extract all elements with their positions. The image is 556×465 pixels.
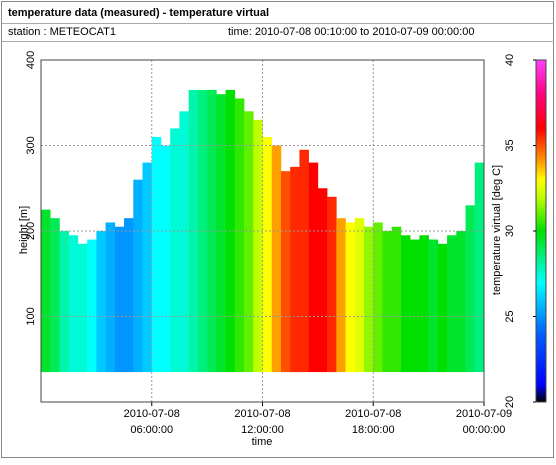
cell-column bbox=[244, 111, 254, 373]
colorbar-label: temperature virtual [deg C] bbox=[491, 165, 503, 295]
cell-column bbox=[290, 166, 300, 373]
cell-column bbox=[151, 136, 162, 373]
y-tick-label: 100 bbox=[25, 307, 37, 325]
cell-column bbox=[96, 231, 106, 373]
cell-column bbox=[50, 218, 60, 373]
cell-column bbox=[124, 218, 134, 373]
colorbar bbox=[535, 59, 547, 403]
x-tick-label: 2010-07-08 12:00:00 bbox=[234, 408, 290, 436]
cell-column bbox=[142, 162, 153, 373]
x-tick-label: 2010-07-09 00:00:00 bbox=[456, 408, 512, 436]
cell-column bbox=[280, 171, 291, 373]
cell-column bbox=[68, 235, 79, 373]
cell-column bbox=[410, 239, 420, 373]
colorbar-tick-label: 40 bbox=[504, 54, 516, 66]
cell-column bbox=[391, 226, 402, 373]
cell-column bbox=[354, 218, 365, 373]
cell-column bbox=[253, 119, 263, 373]
cell-column bbox=[419, 235, 429, 373]
cell-column bbox=[114, 226, 125, 373]
y-tick-label: 200 bbox=[25, 222, 37, 240]
y-tick-label: 300 bbox=[25, 136, 37, 154]
cell-column bbox=[373, 222, 383, 373]
cell-column bbox=[299, 149, 309, 373]
colorbar-tick-label: 20 bbox=[504, 396, 516, 408]
cell-column bbox=[179, 111, 189, 373]
cell-column bbox=[207, 89, 217, 373]
cell-column bbox=[317, 188, 328, 373]
cell-column bbox=[77, 243, 88, 373]
cell-column bbox=[447, 235, 457, 373]
cell-column bbox=[456, 231, 466, 373]
cell-column bbox=[437, 243, 448, 373]
cell-column bbox=[160, 145, 171, 373]
cell-column bbox=[271, 145, 282, 373]
colorbar-tick-label: 30 bbox=[504, 225, 516, 237]
cell-column bbox=[474, 162, 485, 373]
cell-column bbox=[216, 94, 226, 373]
x-tick-label: 2010-07-08 18:00:00 bbox=[345, 408, 401, 436]
cell-column bbox=[327, 196, 337, 373]
x-axis-label: time bbox=[252, 436, 273, 448]
cell-column bbox=[336, 218, 346, 373]
cell-column bbox=[133, 179, 143, 373]
cell-column bbox=[382, 231, 393, 373]
cell-column bbox=[41, 209, 51, 373]
cell-column bbox=[170, 128, 180, 373]
cell-column bbox=[87, 239, 97, 373]
cell-column bbox=[465, 205, 476, 373]
colorbar-tick-label: 25 bbox=[504, 310, 516, 322]
cell-column bbox=[400, 235, 411, 373]
x-tick-label: 2010-07-08 06:00:00 bbox=[124, 408, 180, 436]
colorbar-tick-label: 35 bbox=[504, 139, 516, 151]
time-range: time: 2010-07-08 00:10:00 to 2010-07-09 … bbox=[228, 26, 474, 38]
cell-column bbox=[428, 239, 439, 373]
y-tick-label: 400 bbox=[25, 51, 37, 69]
cell-column bbox=[345, 222, 356, 373]
cell-column bbox=[105, 222, 116, 373]
cell-column bbox=[364, 226, 374, 373]
plot-border bbox=[40, 59, 485, 403]
cell-column bbox=[234, 98, 245, 373]
cell-column bbox=[59, 231, 69, 373]
station: station : METEOCAT1 bbox=[8, 26, 116, 38]
title: temperature data (measured) - temperatur… bbox=[8, 7, 269, 19]
cell-column bbox=[308, 162, 319, 373]
cell-column bbox=[262, 136, 273, 373]
y-axis-label: height [m] bbox=[18, 206, 30, 254]
